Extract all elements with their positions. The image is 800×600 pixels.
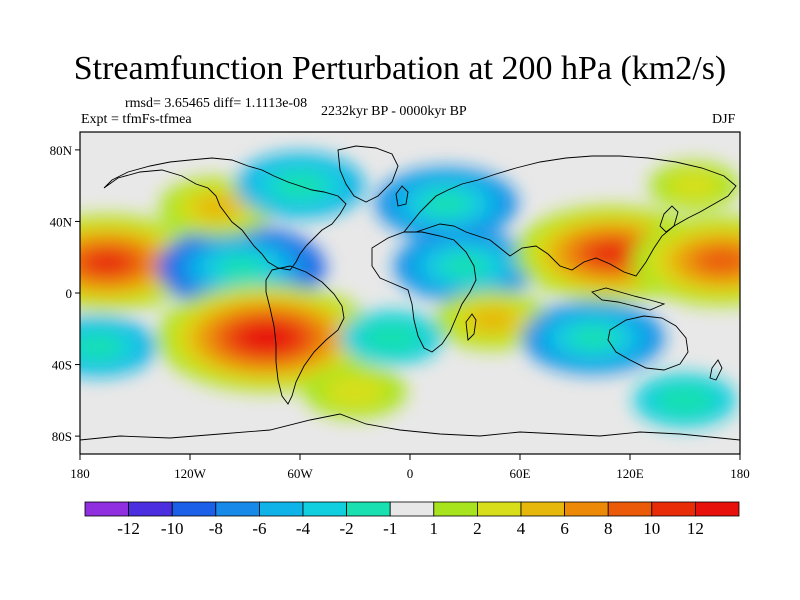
colorbar-label: -6 [252,519,266,538]
colorbar-box [302,501,347,517]
coastline-greenland [337,145,399,203]
colorbar-box [607,501,653,517]
colorbar: -12 -10 -8 -6 -4 -2 -1 1 2 4 6 8 10 12 [84,501,740,538]
colorbar-label: -12 [117,519,140,538]
colorbar-box [564,501,609,517]
anomaly-7 [434,289,551,350]
season-label: DJF [712,112,736,127]
anomaly-15 [633,373,737,428]
contour-level--1 [360,321,423,354]
contour-level--1 [422,191,471,216]
anomaly-14 [80,316,157,377]
colorbar-box [433,501,478,517]
contour-level-10 [85,251,130,274]
contour-level-4 [192,194,243,221]
colorbar-label: 1 [430,519,439,538]
colorbar-box [651,501,696,517]
y-tick-label: 40S [52,358,72,373]
y-tick-label: 80N [50,143,73,158]
anomaly-6 [394,230,536,303]
coastline-australia [607,315,689,371]
anomaly-13 [303,364,407,419]
colorbar-box [346,501,391,517]
contour-level-2 [667,171,722,201]
contour-level-4 [467,306,518,333]
coastline-africa [371,231,477,353]
colorbar-label: -2 [340,519,354,538]
colorbar-label: -10 [161,519,184,538]
contour-level--1 [218,256,265,280]
colorbar-box [476,501,522,517]
contour-level-10 [589,242,635,265]
contour-level-8 [696,248,740,274]
colorbar-label: 12 [687,519,704,538]
coastline-indonesia [591,287,666,311]
coastlines [80,145,740,441]
colorbar-box [84,501,129,517]
contour-level--1 [654,384,716,417]
y-tick-label: 40N [50,214,73,229]
coastline-madagascar [465,313,477,341]
anomaly-5 [375,167,518,240]
anomaly-12 [649,161,740,210]
x-tick-label: 180 [730,466,750,481]
colorbar-label: -8 [209,519,223,538]
coastline-new-zealand [709,359,723,381]
y-tick-label: 0 [66,286,73,301]
colorbar-label: -4 [296,519,311,538]
colorbar-label: -1 [383,519,397,538]
colorbar-box [215,501,260,517]
colorbar-box [695,501,740,517]
contour-level--1 [441,254,489,279]
anomaly-2 [157,283,377,392]
coastline-japan [659,205,679,233]
colorbar-label: 10 [643,519,660,538]
contour-level--1 [80,333,124,360]
coastline-antarctica [80,413,740,441]
experiment-label: Expt = tfmFs-tfmea [81,112,192,127]
x-tick-label: 60E [510,466,531,481]
x-tick-label: 120E [616,466,644,481]
anomaly-11 [340,310,444,365]
coastline-british-isles [395,185,409,207]
x-tick-label: 120W [174,466,207,481]
anomaly-9 [631,215,740,306]
colorbar-box [389,501,435,517]
x-tick-label: 60W [287,466,313,481]
colorbar-label: 6 [560,519,569,538]
rmsd-stats: rmsd= 3.65465 diff= 1.1113e-08 [125,96,308,111]
x-tick-label: 180 [70,466,90,481]
contour-level-12 [245,326,289,349]
colorbar-label: 4 [517,519,526,538]
anomaly-0 [80,214,205,311]
anomaly-10 [522,301,665,374]
coastline-north-america [103,157,347,271]
map-axes: 180 120W 60W 0 60E 120E 180 80N 40N 0 40S 80S [50,143,750,481]
colorbar-box [128,501,173,517]
contour-level--1 [569,325,618,350]
contour-level-2 [324,375,386,408]
colorbar-box [520,501,565,517]
time-period-label: 2232kyr BP - 0000kyr BP [321,104,467,119]
x-tick-label: 0 [407,466,414,481]
coastline-south-america [265,265,345,405]
colorbar-box [258,501,304,517]
colorbar-box [171,501,217,517]
colorbar-label: 8 [604,519,613,538]
plot-title: Streamfunction Perturbation at 200 hPa (… [73,50,727,87]
y-tick-label: 80S [52,429,72,444]
colorbar-label: 2 [473,519,482,538]
